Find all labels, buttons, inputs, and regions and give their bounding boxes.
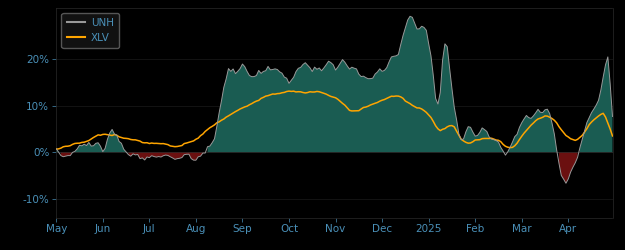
Legend: UNH, XLV: UNH, XLV bbox=[61, 13, 119, 48]
